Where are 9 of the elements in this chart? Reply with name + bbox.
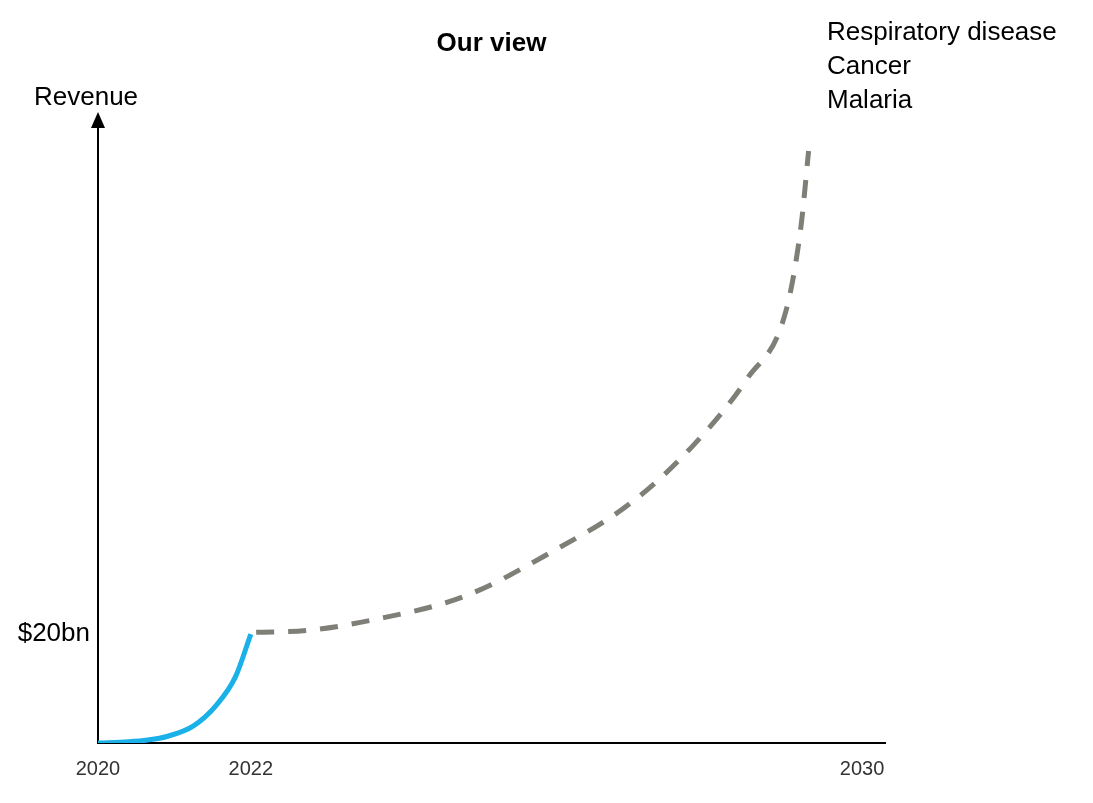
text: Malaria	[827, 84, 913, 115]
x-tick-label: 2030	[839, 756, 885, 779]
x-tick-label: 2020	[75, 756, 121, 779]
y-axis-title: Revenue	[33, 81, 139, 112]
chart-title: Our view	[436, 26, 548, 57]
text: $20bn	[17, 617, 90, 648]
text: Cancer	[827, 50, 912, 81]
x-tick-label: 2022	[228, 756, 274, 779]
text: Respiratory disease	[827, 16, 1057, 47]
